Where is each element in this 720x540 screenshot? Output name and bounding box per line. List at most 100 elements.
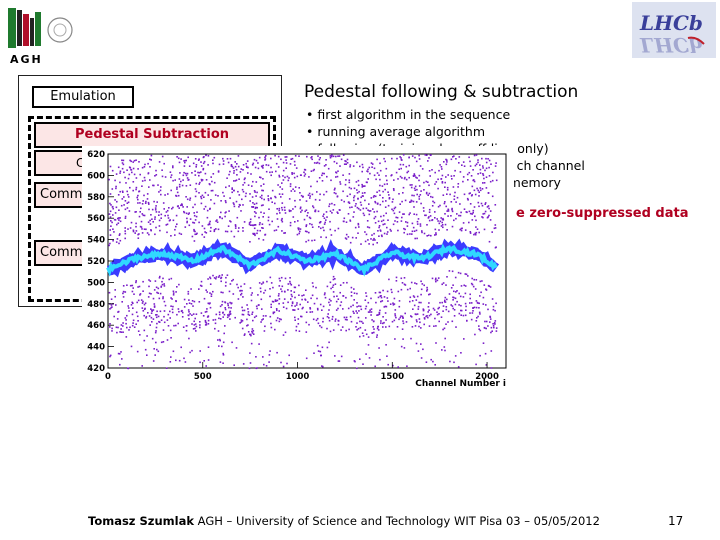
scatter-point <box>260 204 263 207</box>
scatter-point <box>425 214 427 217</box>
scatter-point <box>147 162 149 165</box>
scatter-point <box>332 284 335 286</box>
scatter-point <box>323 172 325 175</box>
scatter-point <box>435 342 437 344</box>
scatter-point <box>166 231 168 234</box>
scatter-point <box>477 173 479 175</box>
scatter-point <box>331 315 334 318</box>
agh-logo-text: AGH <box>10 53 43 66</box>
scatter-point <box>478 195 480 197</box>
scatter-point <box>278 318 281 320</box>
scatter-point <box>172 206 174 209</box>
scatter-point <box>307 239 310 242</box>
scatter-point <box>396 326 399 328</box>
scatter-point <box>392 364 394 367</box>
scatter-point <box>252 162 255 165</box>
scatter-point <box>479 187 482 189</box>
scatter-point <box>126 207 129 209</box>
scatter-point <box>122 325 124 327</box>
scatter-point <box>382 223 384 226</box>
scatter-point <box>485 187 488 189</box>
scatter-point <box>371 319 373 321</box>
scatter-point <box>243 334 246 336</box>
scatter-point <box>387 300 389 302</box>
scatter-point <box>163 208 165 210</box>
scatter-point <box>368 243 370 245</box>
scatter-point <box>459 171 462 173</box>
scatter-point <box>205 322 208 324</box>
scatter-point <box>473 180 476 183</box>
scatter-point <box>111 306 113 308</box>
scatter-point <box>379 230 382 232</box>
scatter-point <box>269 315 272 318</box>
scatter-point <box>162 329 165 331</box>
scatter-point <box>403 231 405 234</box>
scatter-point <box>137 168 139 170</box>
scatter-point <box>384 223 386 225</box>
scatter-point <box>225 201 227 204</box>
scatter-point <box>233 189 235 192</box>
scatter-point <box>299 174 302 176</box>
scatter-point <box>351 236 354 239</box>
scatter-point <box>410 200 413 202</box>
scatter-point <box>258 223 261 226</box>
scatter-point <box>247 331 250 333</box>
scatter-point <box>153 305 156 307</box>
scatter-point <box>294 155 297 157</box>
scatter-point <box>421 168 424 170</box>
scatter-point <box>309 307 311 309</box>
scatter-point <box>362 212 365 215</box>
scatter-point <box>480 202 483 205</box>
scatter-point <box>229 318 231 320</box>
scatter-point <box>306 155 308 158</box>
scatter-point <box>127 305 129 307</box>
scatter-point <box>119 239 122 242</box>
scatter-point <box>400 315 402 317</box>
scatter-point <box>139 293 142 295</box>
scatter-point <box>401 328 404 330</box>
scatter-point <box>131 313 134 316</box>
scatter-point <box>434 278 437 281</box>
scatter-point <box>251 330 253 333</box>
scatter-point <box>346 319 348 321</box>
scatter-point <box>199 321 201 323</box>
scatter-point <box>281 220 284 223</box>
scatter-point <box>127 228 129 230</box>
scatter-point <box>465 309 467 311</box>
scatter-point <box>171 207 173 210</box>
scatter-point <box>452 307 454 310</box>
scatter-point <box>224 307 226 309</box>
scatter-point <box>379 184 381 187</box>
scatter-point <box>342 282 345 284</box>
scatter-point <box>264 289 267 292</box>
scatter-point <box>259 229 261 232</box>
scatter-point <box>368 166 371 169</box>
scatter-point <box>281 217 283 220</box>
scatter-point <box>382 200 384 203</box>
scatter-point <box>353 187 356 190</box>
scatter-point <box>428 211 431 213</box>
scatter-point <box>120 351 122 353</box>
scatter-point <box>463 208 466 210</box>
scatter-point <box>469 293 471 296</box>
scatter-point <box>444 296 447 299</box>
scatter-point <box>415 342 418 345</box>
scatter-point <box>334 278 336 280</box>
scatter-point <box>322 365 324 368</box>
scatter-point <box>350 286 353 289</box>
scatter-point <box>119 170 122 173</box>
scatter-point <box>370 311 373 313</box>
scatter-point <box>172 290 175 293</box>
scatter-point <box>441 168 443 170</box>
scatter-point <box>108 178 110 181</box>
scatter-point <box>124 230 126 232</box>
scatter-point <box>383 157 385 160</box>
scatter-point <box>163 300 166 303</box>
scatter-point <box>444 186 446 188</box>
scatter-point <box>229 301 231 304</box>
scatter-point <box>491 231 493 233</box>
scatter-point <box>246 304 248 306</box>
scatter-point <box>158 320 160 323</box>
scatter-point <box>236 163 238 165</box>
scatter-point <box>334 320 337 322</box>
